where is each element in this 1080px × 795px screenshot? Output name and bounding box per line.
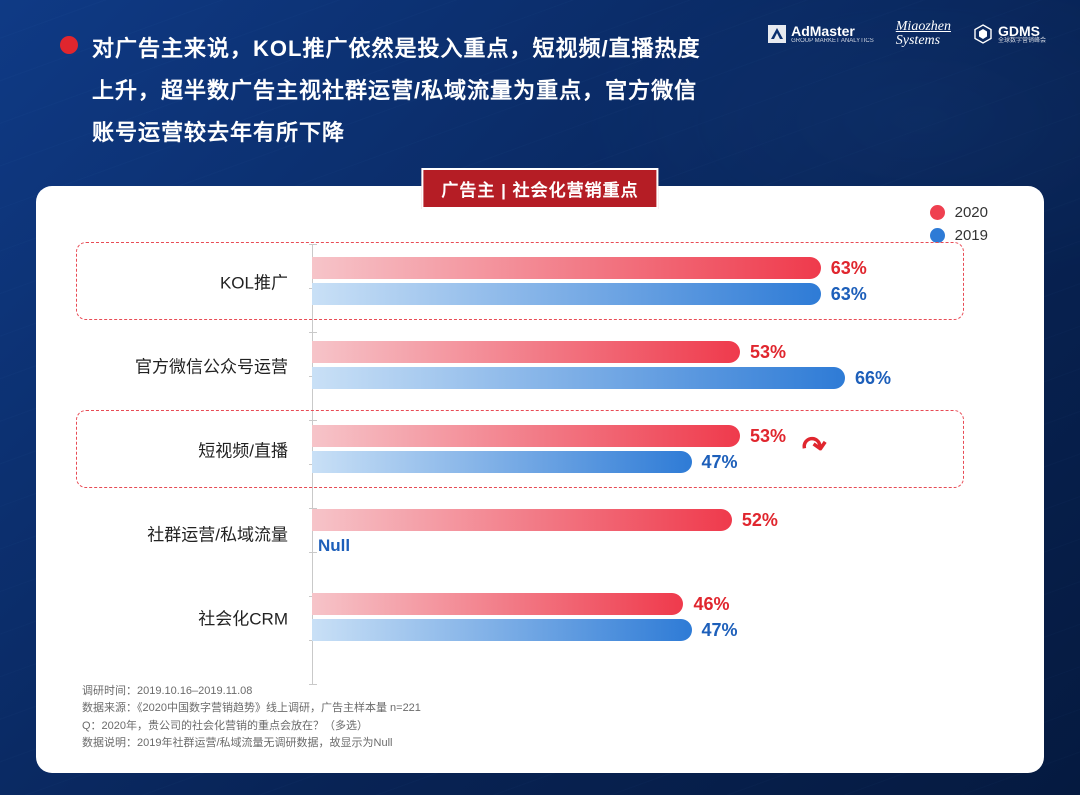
legend-item-2020: 2020 xyxy=(930,204,988,221)
bar-fill-2019 xyxy=(312,451,692,473)
chart-row: 官方微信公众号运营 53% 66% xyxy=(82,332,958,398)
bar-fill-2019 xyxy=(312,367,845,389)
chart-row: KOL推广63%63% xyxy=(82,248,958,314)
bar-group: 63%63% xyxy=(312,254,958,308)
logo-miaozhen: MiaozhenSystems xyxy=(896,20,951,48)
value-label-2019: 47% xyxy=(702,620,738,641)
value-label-2020: 53% xyxy=(750,426,786,447)
footnote-line: 数据来源：《2020中国数字营销趋势》线上调研，广告主样本量 n=221 xyxy=(82,700,421,718)
category-label: KOL推广 xyxy=(82,269,300,294)
title-bullet-icon xyxy=(60,36,78,54)
chart-row: 短视频/直播53%47%↶ xyxy=(82,416,958,482)
bar-group: 52% Null xyxy=(312,506,958,560)
bar-group: 53% 66% xyxy=(312,338,958,392)
bar-2019: 47% xyxy=(312,619,958,641)
chart-title-badge: 广告主 | 社会化营销重点 xyxy=(421,168,658,209)
value-label-2019: 47% xyxy=(702,452,738,473)
gdms-sub: 全球数字营销峰会 xyxy=(998,38,1046,44)
chart-panel: 广告主 | 社会化营销重点 2020 2019 KOL推广63%63%官方微信公… xyxy=(36,186,1044,773)
bar-fill-2019 xyxy=(312,283,821,305)
footnotes: 调研时间：2019.10.16–2019.11.08 数据来源：《2020中国数… xyxy=(82,683,421,753)
miaozhen-top: Miaozhen xyxy=(896,20,951,34)
slide-title: 对广告主来说，KOL推广依然是投入重点，短视频/直播热度上升，超半数广告主视社群… xyxy=(92,28,702,153)
bar-fill-2020 xyxy=(312,341,740,363)
bar-fill-2019 xyxy=(312,619,692,641)
bar-2019: Null xyxy=(312,535,958,557)
logo-gdms: GDMS全球数字营销峰会 xyxy=(973,24,1046,44)
footnote-line: Q：2020年，贵公司的社会化营销的重点会放在？（多选） xyxy=(82,718,421,736)
logo-admaster: AdMasterGROUP MARKET ANALYTICS xyxy=(768,24,874,44)
legend-label-2020: 2020 xyxy=(955,204,988,221)
admaster-name: AdMaster xyxy=(791,24,874,38)
bar-2019: 66% xyxy=(312,367,958,389)
bar-chart: KOL推广63%63%官方微信公众号运营53%66%短视频/直播53%47%↶社… xyxy=(82,244,998,684)
gdms-name: GDMS xyxy=(998,24,1046,38)
bar-2020: 63% xyxy=(312,257,958,279)
legend-dot-2019 xyxy=(930,228,945,243)
bar-2020: 46% xyxy=(312,593,958,615)
bar-group: 46%47% xyxy=(312,590,958,644)
bar-2019: 63% xyxy=(312,283,958,305)
legend-label-2019: 2019 xyxy=(955,227,988,244)
null-label: Null xyxy=(318,536,350,556)
admaster-sub: GROUP MARKET ANALYTICS xyxy=(791,38,874,44)
value-label-2019: 63% xyxy=(831,284,867,305)
category-label: 社会化CRM xyxy=(82,605,300,630)
category-label: 短视频/直播 xyxy=(82,437,300,462)
bar-2020: 53% xyxy=(312,425,958,447)
bar-group: 53%47%↶ xyxy=(312,422,958,476)
bar-2020: 53% xyxy=(312,341,958,363)
bar-fill-2020 xyxy=(312,509,732,531)
value-label-2019: 66% xyxy=(855,368,891,389)
legend: 2020 2019 xyxy=(930,204,988,244)
value-label-2020: 46% xyxy=(693,594,729,615)
legend-item-2019: 2019 xyxy=(930,227,988,244)
bar-fill-2020 xyxy=(312,593,683,615)
value-label-2020: 52% xyxy=(742,510,778,531)
chart-row: 社会化CRM46%47% xyxy=(82,584,958,650)
legend-dot-2020 xyxy=(930,205,945,220)
category-label: 社群运营/私域流量 xyxy=(82,521,300,546)
admaster-icon xyxy=(768,25,786,43)
gdms-icon xyxy=(973,24,993,44)
bar-2020: 52% xyxy=(312,509,958,531)
chart-row: 社群运营/私域流量 52% Null xyxy=(82,500,958,566)
bar-fill-2020 xyxy=(312,257,821,279)
footnote-line: 数据说明：2019年社群运营/私域流量无调研数据，故显示为Null xyxy=(82,735,421,753)
chart-rows: KOL推广63%63%官方微信公众号运营53%66%短视频/直播53%47%↶社… xyxy=(82,248,958,650)
miaozhen-bottom: Systems xyxy=(896,34,951,48)
axis-tick xyxy=(309,244,317,245)
bar-fill-2020 xyxy=(312,425,740,447)
category-label: 官方微信公众号运营 xyxy=(82,353,300,378)
value-label-2020: 53% xyxy=(750,342,786,363)
footnote-line: 调研时间：2019.10.16–2019.11.08 xyxy=(82,683,421,701)
logo-bar: AdMasterGROUP MARKET ANALYTICS MiaozhenS… xyxy=(768,20,1046,48)
bar-2019: 47% xyxy=(312,451,958,473)
value-label-2020: 63% xyxy=(831,258,867,279)
